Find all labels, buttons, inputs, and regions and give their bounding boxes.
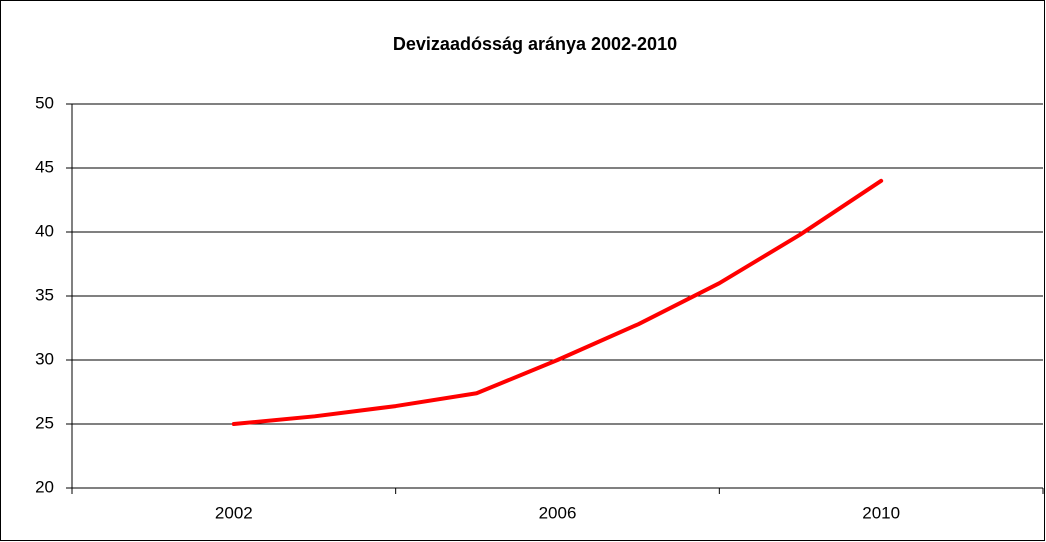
y-tick-label: 30 xyxy=(35,349,54,368)
y-tick-label: 50 xyxy=(35,93,54,112)
y-tick-label: 35 xyxy=(35,285,54,304)
x-tick-label: 2002 xyxy=(215,503,253,522)
y-tick-label: 45 xyxy=(35,157,54,176)
y-tick-label: 25 xyxy=(35,413,54,432)
chart-title: Devizaadósság aránya 2002-2010 xyxy=(393,34,677,54)
x-tick-label: 2010 xyxy=(862,503,900,522)
x-tick-label: 2006 xyxy=(539,503,577,522)
data-line xyxy=(231,178,884,426)
y-tick-label: 20 xyxy=(35,477,54,496)
y-tick-label: 40 xyxy=(35,221,54,240)
